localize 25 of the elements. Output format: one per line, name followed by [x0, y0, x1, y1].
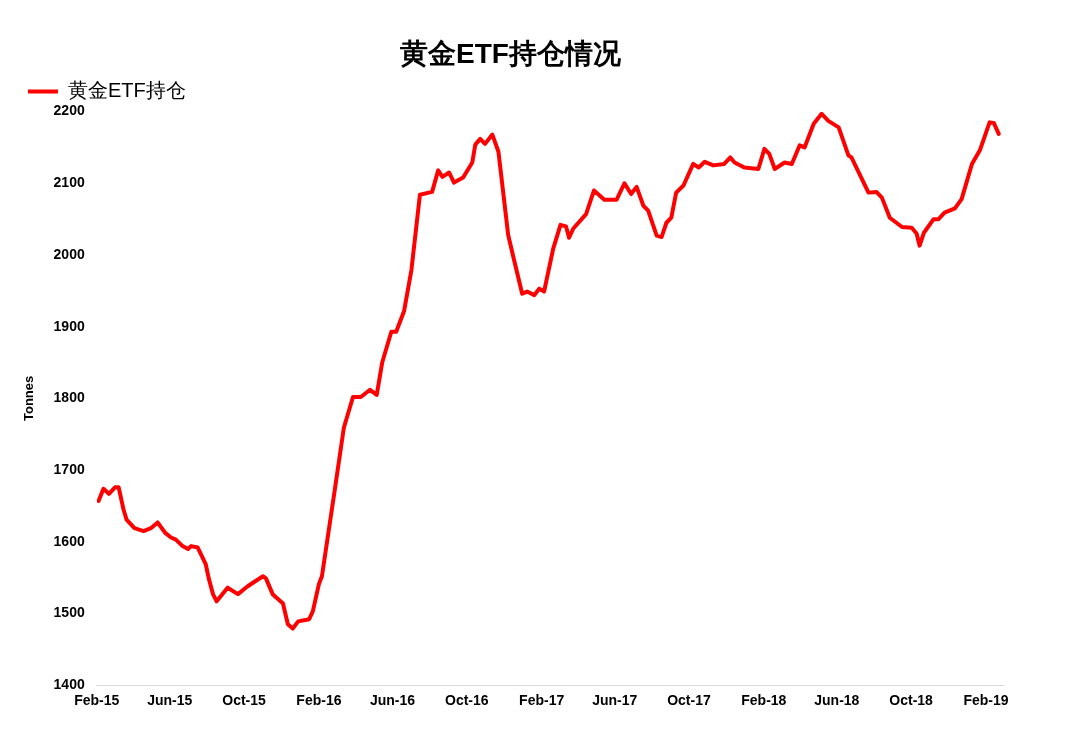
chart-title: 黄金ETF持仓情况 [399, 37, 622, 69]
y-tick-label: 1700 [53, 460, 85, 477]
y-tick-label: 2000 [53, 245, 85, 262]
y-tick-label: 2100 [53, 174, 85, 191]
x-tick-label: Oct-16 [445, 692, 489, 709]
y-tick-label: 1900 [53, 317, 85, 334]
x-tick-label: Jun-17 [592, 692, 638, 709]
y-tick-label: 1800 [53, 389, 85, 406]
x-tick-label: Jun-15 [147, 692, 193, 709]
x-tick-label: Feb-19 [963, 692, 1009, 709]
x-tick-label: Feb-17 [519, 692, 565, 709]
y-tick-label: 2200 [53, 102, 85, 119]
x-tick-label: Feb-15 [74, 692, 120, 709]
y-axis-title: Tonnes [21, 375, 37, 422]
x-tick-label: Feb-16 [296, 692, 342, 709]
x-tick-label: Oct-18 [889, 692, 934, 709]
x-tick-label: Oct-15 [222, 692, 267, 709]
y-tick-label: 1500 [53, 604, 85, 621]
x-tick-label: Jun-16 [369, 692, 416, 709]
x-tick-label: Oct-17 [667, 692, 711, 709]
legend-label: 黄金ETF持仓 [68, 79, 186, 102]
x-tick-label: Jun-18 [814, 692, 860, 709]
x-tick-label: Feb-18 [741, 692, 787, 709]
y-tick-label: 1600 [53, 532, 85, 549]
y-tick-label: 1400 [53, 676, 85, 693]
